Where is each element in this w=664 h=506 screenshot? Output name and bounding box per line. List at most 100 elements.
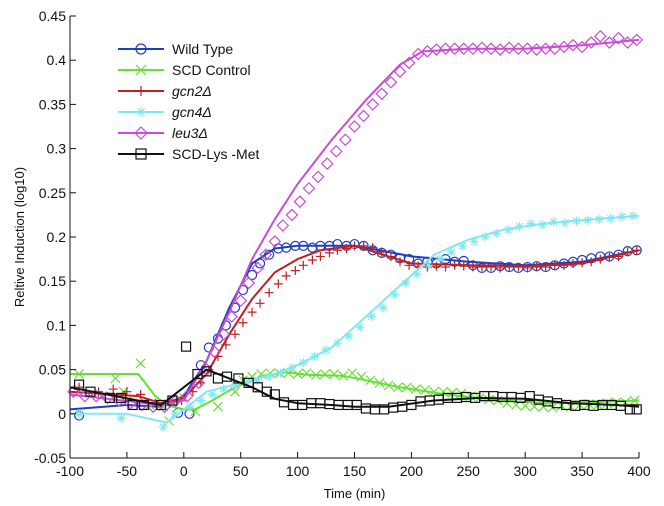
- data-point: [158, 422, 168, 432]
- data-point: [568, 259, 578, 269]
- marker-shape: [155, 399, 167, 411]
- marker-shape: [253, 375, 263, 385]
- marker-shape: [595, 254, 605, 264]
- data-point: [225, 310, 238, 323]
- marker-shape: [411, 384, 421, 394]
- data-point: [233, 373, 244, 384]
- marker-shape: [526, 219, 536, 229]
- marker-shape: [264, 372, 274, 382]
- data-point: [393, 65, 407, 79]
- y-tick-label: 0.05: [39, 362, 66, 378]
- data-point: [324, 248, 334, 258]
- data-point: [632, 245, 642, 255]
- data-point: [504, 262, 514, 272]
- marker-shape: [208, 345, 221, 359]
- data-point: [377, 247, 387, 257]
- data-point: [208, 345, 221, 359]
- data-point: [583, 215, 593, 225]
- data-point: [298, 260, 308, 270]
- marker-shape: [207, 389, 217, 399]
- marker-shape: [477, 262, 487, 272]
- marker-shape: [180, 341, 192, 352]
- data-point: [431, 261, 441, 271]
- marker-shape: [332, 245, 342, 255]
- data-point: [537, 220, 547, 230]
- marker-shape: [264, 249, 275, 260]
- marker-shape: [342, 243, 352, 253]
- data-point: [307, 242, 318, 253]
- marker-shape: [466, 42, 480, 56]
- marker-shape: [261, 386, 272, 397]
- marker-shape: [254, 258, 266, 269]
- marker-shape: [586, 257, 596, 267]
- marker-shape: [457, 42, 471, 56]
- marker-shape: [298, 260, 308, 270]
- data-point: [201, 366, 212, 377]
- marker-shape: [606, 213, 616, 223]
- data-point: [480, 232, 490, 242]
- marker-shape: [320, 157, 334, 170]
- marker-shape: [134, 126, 148, 140]
- data-point: [586, 257, 596, 267]
- marker-shape: [368, 243, 378, 253]
- x-tick-label: -100: [56, 463, 84, 479]
- marker-shape: [486, 262, 496, 272]
- data-point: [281, 271, 291, 281]
- legend-label: leu3Δ: [172, 125, 208, 141]
- data-point: [74, 382, 84, 392]
- y-tick-label: 0.3: [47, 141, 67, 157]
- marker-shape: [475, 41, 489, 55]
- series-3: [70, 211, 640, 432]
- data-point: [138, 399, 150, 411]
- marker-shape: [629, 395, 640, 406]
- data-point: [192, 376, 205, 390]
- marker-shape: [571, 216, 581, 226]
- marker-shape: [614, 251, 624, 261]
- marker-shape: [389, 289, 399, 299]
- data-point: [285, 208, 299, 222]
- data-point: [367, 312, 377, 322]
- legend-marker: [136, 86, 146, 96]
- y-tick-label: 0.2: [47, 229, 67, 245]
- marker-shape: [184, 402, 194, 412]
- data-point: [512, 42, 525, 56]
- marker-shape: [307, 255, 317, 265]
- data-point: [127, 399, 138, 411]
- marker-shape: [307, 242, 318, 253]
- data-point: [389, 289, 399, 299]
- data-point: [395, 257, 405, 267]
- marker-shape: [594, 214, 604, 224]
- data-point: [112, 394, 126, 407]
- x-tick-label: 400: [627, 463, 651, 479]
- marker-shape: [423, 260, 433, 270]
- marker-shape: [365, 375, 376, 386]
- data-point: [85, 386, 96, 397]
- data-point: [457, 42, 471, 56]
- data-point: [450, 260, 460, 270]
- marker-shape: [180, 389, 194, 403]
- marker-shape: [393, 65, 407, 79]
- marker-shape: [375, 87, 389, 101]
- marker-shape: [108, 384, 118, 394]
- marker-shape: [560, 218, 570, 228]
- marker-shape: [225, 310, 238, 323]
- marker-shape: [359, 241, 369, 251]
- marker-shape: [575, 40, 589, 54]
- marker-shape: [85, 386, 96, 397]
- marker-shape: [78, 389, 92, 403]
- data-point: [430, 43, 443, 56]
- data-point: [246, 269, 258, 281]
- legend-label: Wild Type: [172, 41, 233, 57]
- marker-shape: [495, 263, 505, 273]
- series-5: [69, 341, 642, 415]
- data-point: [254, 258, 266, 269]
- data-point: [255, 298, 265, 308]
- data-point: [495, 263, 505, 273]
- series-fit-line: [70, 371, 640, 411]
- data-point: [459, 261, 469, 271]
- data-point: [435, 254, 445, 264]
- marker-shape: [238, 318, 248, 328]
- y-tick-label: 0.45: [39, 8, 66, 24]
- marker-shape: [632, 245, 642, 255]
